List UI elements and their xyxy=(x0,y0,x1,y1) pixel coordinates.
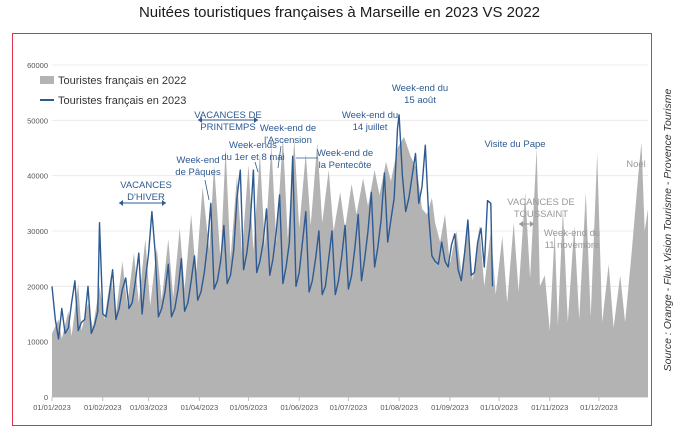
x-tick-label: 01/02/2023 xyxy=(84,403,122,412)
annotation-printemps-arrowhead-left xyxy=(198,117,202,123)
annotation-juillet-line: Week-end du xyxy=(342,110,398,121)
annotation-pentecote-line: Week-end de xyxy=(317,148,373,159)
x-tick-label: 01/07/2023 xyxy=(330,403,368,412)
series-2023-line xyxy=(51,114,494,340)
annotation-ascension-line: Week-end de xyxy=(260,123,316,134)
annotation-hiver-arrowhead-right xyxy=(162,200,166,206)
chart-title: Nuitées touristiques françaises à Marsei… xyxy=(138,4,541,21)
x-axis: 01/01/2023 01/02/2023 01/03/2023 01/04/2023… xyxy=(33,396,648,412)
x-tick-label: 01/05/2023 xyxy=(230,403,268,412)
annotation-mai-line: Week-ends xyxy=(229,140,277,151)
annotation-pape-line: Visite du Pape xyxy=(484,139,545,150)
x-tick-label: 01/01/2023 xyxy=(33,403,71,412)
x-tick-label: 01/06/2023 xyxy=(280,403,318,412)
annotation-novembre-line: Week-end du xyxy=(544,228,600,239)
annotation-hiver-line: D'HIVER xyxy=(127,192,165,203)
series-2022-area xyxy=(52,136,648,397)
annotation-ascension-line: l'Ascension xyxy=(264,135,312,146)
y-tick-label: 40000 xyxy=(27,172,48,181)
annotation-pape: Visite du Pape xyxy=(484,139,545,150)
annotation-ascension: Week-end del'Ascension xyxy=(260,123,316,169)
annotation-toussaint-arrowhead-left xyxy=(519,221,523,227)
legend-label-2023: Touristes français en 2023 xyxy=(58,95,186,107)
y-tick-label: 60000 xyxy=(27,61,48,70)
legend-swatch-2022 xyxy=(40,76,54,84)
chart-frame xyxy=(12,33,652,426)
annotation-paques-leader xyxy=(204,179,210,201)
x-tick-label: 01/03/2023 xyxy=(130,403,168,412)
annotation-paques-line: Week-end xyxy=(176,155,219,166)
annotation-pentecote-line: la Pentecôte xyxy=(319,160,372,171)
y-tick-label: 0 xyxy=(44,393,48,402)
y-axis: 0 10000 20000 30000 40000 50000 60000 xyxy=(27,61,48,402)
annotation-ascension-leader xyxy=(277,145,282,169)
annotation-noel-line: Noël xyxy=(626,159,646,170)
annotation-hiver-line: VACANCES xyxy=(120,180,172,191)
x-tick-label: 01/04/2023 xyxy=(181,403,219,412)
annotation-mai-line: du 1er et 8 mai xyxy=(221,152,284,163)
annotation-printemps-line: PRINTEMPS xyxy=(200,122,255,133)
annotation-printemps-line: VACANCES DE xyxy=(194,110,261,121)
annotation-novembre-line: 11 novembre xyxy=(545,240,600,251)
x-tick-label: 01/09/2023 xyxy=(431,403,469,412)
annotation-juillet-line: 14 juillet xyxy=(353,122,388,133)
legend: Touristes français en 2022 Touristes fran… xyxy=(40,75,186,107)
x-tick-label: 01/12/2023 xyxy=(580,403,618,412)
annotation-noel: Noël xyxy=(626,159,646,170)
annotation-printemps-arrowhead-right xyxy=(254,117,258,123)
annotation-paques-line: de Pâques xyxy=(175,167,221,178)
y-tick-label: 30000 xyxy=(27,227,48,236)
y-tick-label: 20000 xyxy=(27,282,48,291)
annotation-mai-leader xyxy=(254,161,259,173)
y-tick-label: 10000 xyxy=(27,338,48,347)
annotation-aout-line: Week-end du xyxy=(392,83,448,94)
legend-label-2022: Touristes français en 2022 xyxy=(58,75,186,87)
x-tick-label: 01/11/2023 xyxy=(531,403,568,412)
annotation-aout-line: 15 août xyxy=(404,95,436,106)
annotation-toussaint-arrowhead-right xyxy=(530,221,534,227)
x-tick-label: 01/08/2023 xyxy=(380,403,418,412)
annotation-toussaint-line: VACANCES DE xyxy=(507,197,574,208)
x-tick-label: 01/10/2023 xyxy=(480,403,518,412)
annotation-hiver-arrowhead-left xyxy=(119,200,123,206)
annotation-toussaint-line: TOUSSAINT xyxy=(514,209,568,220)
y-tick-label: 50000 xyxy=(27,116,48,125)
